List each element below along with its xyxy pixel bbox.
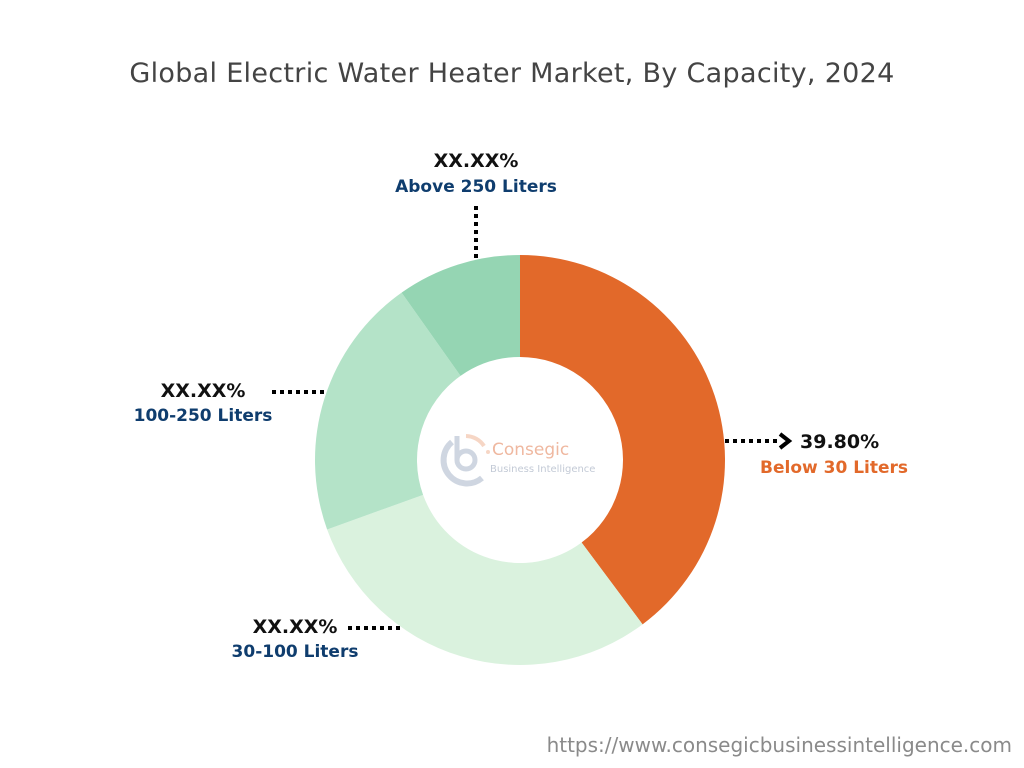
label-below-30-name: Below 30 Liters [760, 458, 909, 478]
label-below-30-pct: 39.80% [800, 431, 880, 453]
arrow-icon [778, 432, 793, 450]
label-above-250: XX.XX% Above 250 Liters [0, 152, 952, 196]
label-above-250-name: Above 250 Liters [395, 177, 557, 197]
donut-segment-above-250-liters [401, 255, 520, 376]
label-30-100: XX.XX% 30-100 Liters [220, 618, 370, 661]
consegic-logo-icon [440, 434, 490, 487]
label-100-250: XX.XX% 100-250 Liters [110, 382, 296, 425]
label-above-250-pct: XX.XX% [433, 150, 519, 172]
label-100-250-pct: XX.XX% [160, 380, 246, 402]
footer-url: https://www.consegicbusinessintelligence… [546, 733, 1012, 757]
label-below-30: 39.80% Below 30 Liters [760, 433, 920, 477]
label-100-250-name: 100-250 Liters [133, 406, 273, 426]
donut-segment-below-30-liters [520, 255, 726, 625]
watermark-line2: Business Intelligence [490, 464, 596, 475]
watermark-logo: Consegic Business Intelligence [440, 430, 610, 490]
label-30-100-pct: XX.XX% [252, 616, 338, 638]
donut-segment-30-100-liters [327, 494, 643, 665]
donut-segment-100-250-liters [314, 292, 461, 530]
label-30-100-name: 30-100 Liters [231, 642, 359, 662]
watermark-line1: Consegic [492, 440, 570, 460]
chart-title: Global Electric Water Heater Market, By … [129, 58, 895, 89]
